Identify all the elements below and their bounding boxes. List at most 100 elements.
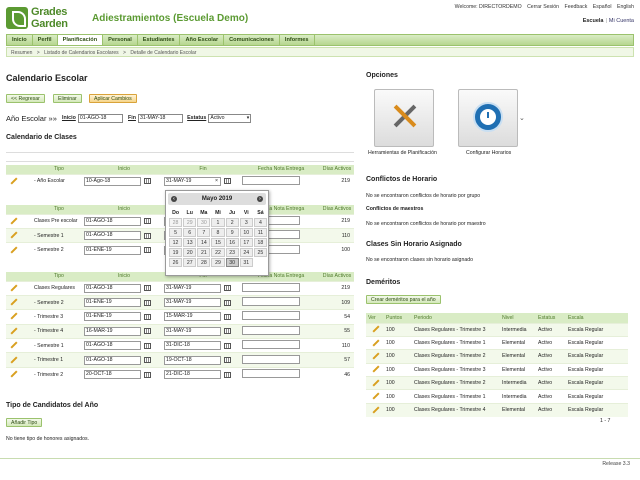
pencil-edit-icon[interactable] — [372, 339, 379, 346]
menu-personal[interactable]: Personal — [103, 35, 138, 45]
calendar-day[interactable]: 31 — [239, 258, 253, 267]
calendar-day[interactable]: 24 — [239, 248, 253, 257]
calendar-icon[interactable] — [224, 342, 231, 349]
pencil-edit-icon[interactable] — [10, 231, 17, 238]
crumb-resumen[interactable]: Resumen — [11, 50, 33, 56]
english-link[interactable]: English — [616, 4, 634, 10]
calendar-day[interactable]: 10 — [239, 228, 253, 237]
calendar-icon[interactable] — [224, 357, 231, 364]
start-date-input[interactable]: 01-AGO-18 — [84, 341, 141, 351]
pencil-edit-icon[interactable] — [10, 370, 17, 377]
menu-ano-escolar[interactable]: Año Escolar — [180, 35, 225, 45]
calendar-day[interactable]: 1 — [211, 218, 225, 227]
calendar-icon[interactable] — [224, 328, 231, 335]
feedback-link[interactable]: Feedback — [564, 4, 588, 10]
end-date-input[interactable]: 19-OCT-18 — [164, 355, 221, 365]
menu-informes[interactable]: Informes — [280, 35, 315, 45]
calendar-icon[interactable] — [144, 371, 151, 378]
calendar-day[interactable]: 12 — [169, 238, 183, 247]
delivery-date-input[interactable] — [242, 340, 300, 350]
calendar-day[interactable]: 2 — [225, 218, 239, 227]
calendar-icon[interactable] — [224, 313, 231, 320]
calendar-day[interactable]: 30 — [225, 258, 239, 267]
end-date-input[interactable]: 31-MAY-19 — [164, 326, 221, 336]
calendar-day[interactable]: 29 — [211, 258, 225, 267]
calendar-icon[interactable] — [144, 218, 151, 225]
menu-estudiantes[interactable]: Estudiantes — [138, 35, 181, 45]
calendar-day[interactable]: 14 — [197, 238, 211, 247]
calendar-day[interactable]: 28 — [197, 258, 211, 267]
delete-button[interactable]: Eliminar — [53, 94, 82, 103]
calendar-day[interactable]: 3 — [239, 218, 253, 227]
pencil-edit-icon[interactable] — [10, 217, 17, 224]
prev-month-icon[interactable]: ‹ — [171, 196, 177, 202]
pencil-edit-icon[interactable] — [10, 246, 17, 253]
end-date-input[interactable]: 15-MAR-19 — [164, 312, 221, 322]
calendar-day[interactable]: 22 — [211, 248, 225, 257]
calendar-day[interactable]: 16 — [225, 238, 239, 247]
calendar-icon[interactable] — [144, 247, 151, 254]
calendar-day[interactable]: 17 — [239, 238, 253, 247]
back-button[interactable]: << Regresar — [6, 94, 45, 103]
spanish-link[interactable]: Español — [592, 4, 612, 10]
delivery-date-input[interactable] — [242, 282, 300, 292]
planning-tools-tile[interactable] — [374, 89, 434, 147]
start-date-input[interactable]: 01-ENE-19 — [84, 245, 141, 255]
delivery-date-input[interactable] — [242, 175, 300, 185]
pencil-edit-icon[interactable] — [372, 352, 379, 359]
menu-inicio[interactable]: Inicio — [7, 35, 33, 45]
calendar-icon[interactable] — [144, 357, 151, 364]
my-account-link[interactable]: Mi Cuenta — [608, 18, 634, 24]
calendar-icon[interactable] — [144, 313, 151, 320]
calendar-day[interactable]: 29 — [183, 218, 197, 227]
calendar-day[interactable]: 26 — [169, 258, 183, 267]
status-select[interactable]: Activo ▾ — [208, 113, 252, 123]
delivery-date-input[interactable] — [242, 354, 300, 364]
clear-icon[interactable]: × — [214, 177, 218, 184]
calendar-day[interactable]: 21 — [197, 248, 211, 257]
calendar-day[interactable]: 15 — [211, 238, 225, 247]
pencil-edit-icon[interactable] — [372, 406, 379, 413]
year-start-input[interactable]: 01-AGO-18 — [77, 113, 123, 123]
start-date-input[interactable]: 01-AGO-18 — [84, 231, 141, 241]
start-date-input[interactable]: 01-AGO-18 — [84, 216, 141, 226]
calendar-day[interactable]: 6 — [183, 228, 197, 237]
delivery-date-input[interactable] — [242, 369, 300, 379]
crumb-listado[interactable]: Listado de Calendarios Escolares — [44, 50, 119, 56]
calendar-day[interactable]: 30 — [197, 218, 211, 227]
create-demerits-button[interactable]: Crear deméritos para el año — [366, 295, 441, 304]
delivery-date-input[interactable] — [242, 311, 300, 321]
calendar-icon[interactable] — [224, 299, 231, 306]
calendar-day[interactable]: 5 — [169, 228, 183, 237]
end-date-input[interactable]: 21-DIC-18 — [164, 370, 221, 380]
calendar-icon[interactable] — [224, 371, 231, 378]
pencil-edit-icon[interactable] — [10, 177, 17, 184]
start-date-input[interactable]: 10-Ago-18 — [84, 176, 141, 186]
start-date-input[interactable]: 01-ENE-19 — [84, 298, 141, 308]
configure-schedule-label[interactable]: Configurar Horarios — [466, 150, 512, 156]
start-date-input[interactable]: 16-MAR-19 — [84, 326, 141, 336]
calendar-day[interactable]: 9 — [225, 228, 239, 237]
start-date-input[interactable]: 20-OCT-18 — [84, 370, 141, 380]
menu-perfil[interactable]: Perfil — [33, 35, 58, 45]
calendar-day[interactable]: 18 — [253, 238, 267, 247]
end-date-input[interactable]: 31-MAY-19 — [164, 283, 221, 293]
start-date-input[interactable]: 01-AGO-18 — [84, 355, 141, 365]
calendar-icon[interactable] — [144, 328, 151, 335]
planning-tools-label[interactable]: Herramientas de Planificación — [368, 150, 437, 156]
end-date-input[interactable]: 31-MAY-19 — [164, 298, 221, 308]
calendar-day[interactable]: 8 — [211, 228, 225, 237]
menu-comunicaciones[interactable]: Comunicaciones — [224, 35, 280, 45]
add-type-button[interactable]: Añadir Tipo — [6, 418, 43, 427]
calendar-day[interactable]: 27 — [183, 258, 197, 267]
app-logo[interactable]: Grades Garden — [6, 6, 86, 32]
calendar-icon[interactable] — [144, 178, 151, 185]
end-date-input[interactable]: 31-DIC-18 — [164, 341, 221, 351]
calendar-day[interactable]: 28 — [169, 218, 183, 227]
end-date-input[interactable]: 31-MAY-19 × — [164, 176, 221, 186]
next-month-icon[interactable]: › — [257, 196, 263, 202]
calendar-icon[interactable] — [144, 342, 151, 349]
calendar-day[interactable]: 13 — [183, 238, 197, 247]
pencil-edit-icon[interactable] — [10, 298, 17, 305]
pencil-edit-icon[interactable] — [372, 325, 379, 332]
